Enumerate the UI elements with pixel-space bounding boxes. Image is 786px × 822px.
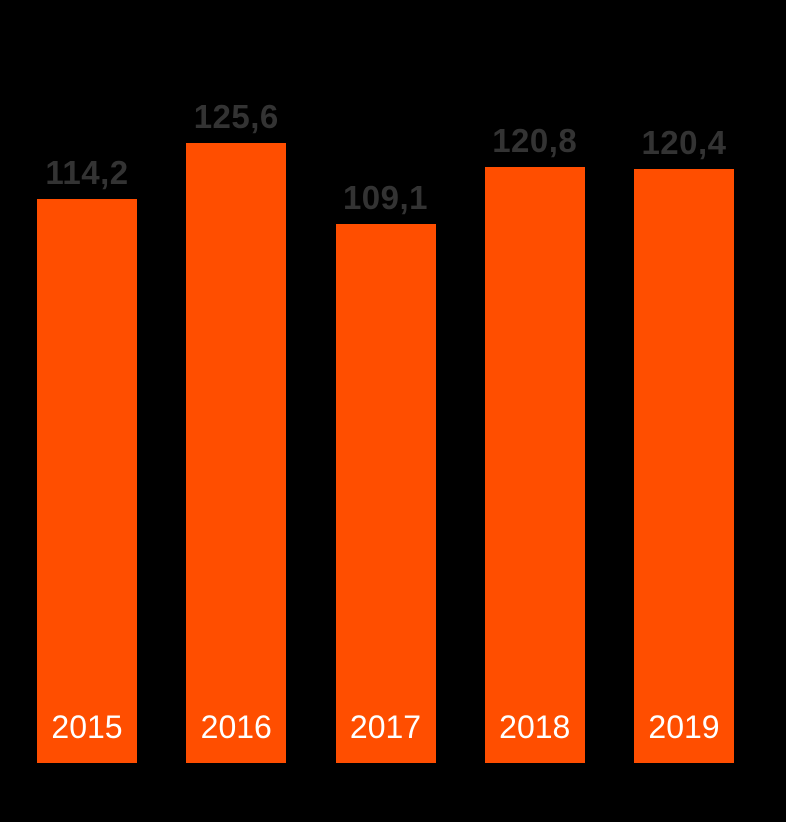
bar-category-label-2019: 2019 [648, 709, 720, 745]
bar-category-label-2016: 2016 [200, 709, 272, 745]
bar-2019 [634, 168, 734, 763]
bar-category-label-2018: 2018 [499, 709, 571, 745]
bar-2016 [186, 142, 287, 763]
bar-2015 [37, 199, 137, 763]
bar-2017 [335, 224, 436, 763]
bar-value-label-2016: 125,6 [193, 97, 279, 135]
bar-value-label-2018: 120,8 [492, 121, 578, 159]
bar-value-label-2019: 120,4 [641, 123, 727, 161]
bar-category-label-2015: 2015 [51, 709, 123, 745]
bar-2018 [484, 166, 585, 763]
bar-category-label-2017: 2017 [349, 709, 422, 745]
bar-value-label-2015: 114,2 [45, 154, 129, 192]
bar-value-label-2017: 109,1 [342, 179, 429, 217]
